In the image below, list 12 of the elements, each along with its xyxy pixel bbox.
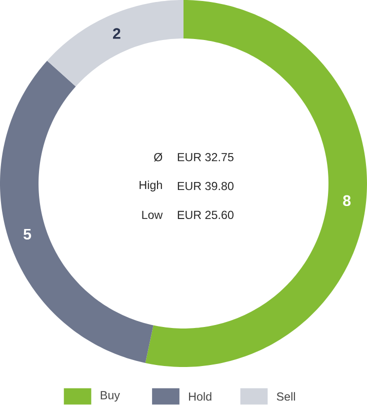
text: EUR 32.75 [178, 153, 234, 162]
text: EUR 25.60 [178, 210, 234, 220]
legend-label: Hold [189, 392, 212, 401]
data-label: 2 [112, 28, 120, 39]
data-label: 5 [24, 228, 32, 240]
text: High [140, 180, 162, 192]
text: Low [142, 210, 163, 219]
text: Ø [154, 152, 162, 162]
legend-label: Sell [276, 392, 295, 401]
legend-label: Buy [100, 391, 120, 402]
data-label: 8 [343, 195, 351, 206]
text: EUR 39.80 [178, 182, 234, 190]
